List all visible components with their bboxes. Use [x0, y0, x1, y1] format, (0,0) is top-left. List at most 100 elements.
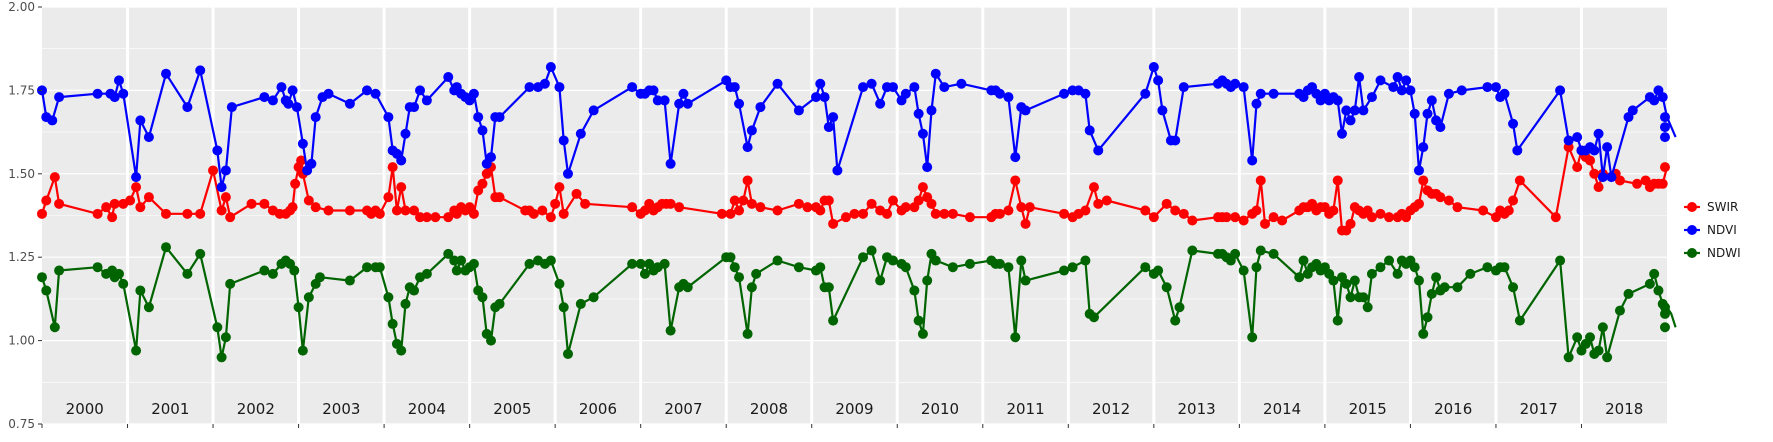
data-point [659, 95, 670, 106]
data-point [1255, 175, 1266, 186]
data-point [107, 212, 118, 223]
data-point [755, 202, 766, 213]
data-point [1443, 88, 1454, 99]
data-point [828, 218, 839, 229]
data-point [956, 78, 967, 89]
data-point [575, 298, 586, 309]
data-point [225, 212, 236, 223]
data-point [994, 258, 1005, 269]
data-point [131, 172, 142, 183]
data-point [947, 208, 958, 219]
series-ndwi [37, 242, 1677, 363]
data-point [1585, 332, 1596, 343]
data-point [54, 265, 65, 276]
data-point [1255, 245, 1266, 256]
data-point [267, 268, 278, 279]
data-point [1409, 262, 1420, 273]
data-point [947, 262, 958, 273]
data-point [913, 108, 924, 119]
data-point [1298, 255, 1309, 266]
data-point [1178, 208, 1189, 219]
data-point [1080, 205, 1091, 216]
data-point [1084, 125, 1095, 136]
data-point [964, 258, 975, 269]
data-point [682, 282, 693, 293]
data-point [1572, 162, 1583, 173]
data-point [734, 272, 745, 283]
data-point [451, 265, 462, 276]
data-point [909, 82, 920, 93]
data-point [1478, 205, 1489, 216]
data-point [135, 285, 146, 296]
data-point [1508, 282, 1519, 293]
data-point [554, 182, 565, 193]
data-point [109, 198, 120, 209]
data-point [1422, 108, 1433, 119]
data-point [1392, 72, 1403, 83]
data-point [1157, 105, 1168, 116]
data-point [1024, 202, 1035, 213]
data-point [772, 205, 783, 216]
data-point [1020, 218, 1031, 229]
data-point [1020, 105, 1031, 116]
data-point [1345, 115, 1356, 126]
data-point [1490, 82, 1501, 93]
year-label: 2015 [1349, 400, 1387, 418]
data-point [1161, 282, 1172, 293]
data-point [729, 82, 740, 93]
data-point [212, 322, 223, 333]
data-point [1418, 175, 1429, 186]
data-point [1345, 292, 1356, 303]
data-point [344, 98, 355, 109]
data-point [143, 302, 154, 313]
data-point [1067, 262, 1078, 273]
data-point [109, 92, 120, 103]
legend-key-marker [1687, 202, 1697, 212]
data-point [400, 205, 411, 216]
data-point [143, 132, 154, 143]
year-label: 2014 [1263, 400, 1301, 418]
data-point [729, 262, 740, 273]
data-point [296, 155, 307, 166]
data-point [802, 202, 813, 213]
data-point [54, 198, 65, 209]
data-point [1080, 255, 1091, 266]
data-point [216, 205, 227, 216]
data-point [815, 205, 826, 216]
data-point [297, 345, 308, 356]
data-point [421, 212, 432, 223]
year-label: 2017 [1520, 400, 1558, 418]
data-point [648, 85, 659, 96]
data-point [400, 128, 411, 139]
data-point [1341, 278, 1352, 289]
data-point [627, 258, 638, 269]
data-point [456, 255, 467, 266]
data-point [742, 142, 753, 153]
data-point [682, 98, 693, 109]
data-point [550, 198, 561, 209]
data-point [1238, 215, 1249, 226]
data-point [1059, 265, 1070, 276]
data-point [1606, 172, 1617, 183]
data-point [571, 188, 582, 199]
data-point [1657, 178, 1668, 189]
data-point [1550, 212, 1561, 223]
data-point [1482, 262, 1493, 273]
data-point [1161, 198, 1172, 209]
data-point [1435, 122, 1446, 133]
data-point [930, 68, 941, 79]
data-point [443, 212, 454, 223]
data-point [887, 195, 898, 206]
data-point [913, 195, 924, 206]
data-point [1341, 105, 1352, 116]
data-point [314, 272, 325, 283]
year-label: 2011 [1006, 400, 1044, 418]
data-point [1187, 215, 1198, 226]
data-point [473, 112, 484, 123]
data-point [900, 202, 911, 213]
data-point [374, 262, 385, 273]
data-point [866, 78, 877, 89]
data-point [1153, 265, 1164, 276]
data-point [1589, 145, 1600, 156]
year-label: 2001 [151, 400, 189, 418]
